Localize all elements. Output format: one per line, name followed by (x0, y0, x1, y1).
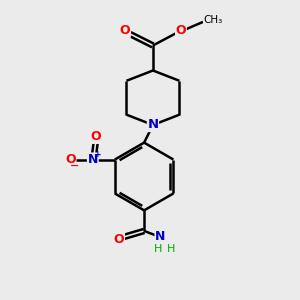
Text: O: O (120, 24, 130, 37)
Text: −: − (70, 161, 79, 171)
Text: +: + (94, 150, 101, 159)
Text: N: N (147, 118, 158, 131)
Text: O: O (176, 24, 186, 37)
Text: H: H (167, 244, 176, 254)
Text: O: O (65, 153, 76, 166)
Text: H: H (154, 244, 162, 254)
Text: N: N (88, 153, 98, 166)
Text: CH₃: CH₃ (204, 15, 223, 25)
Text: O: O (90, 130, 101, 143)
Text: N: N (155, 230, 166, 243)
Text: O: O (114, 233, 124, 246)
